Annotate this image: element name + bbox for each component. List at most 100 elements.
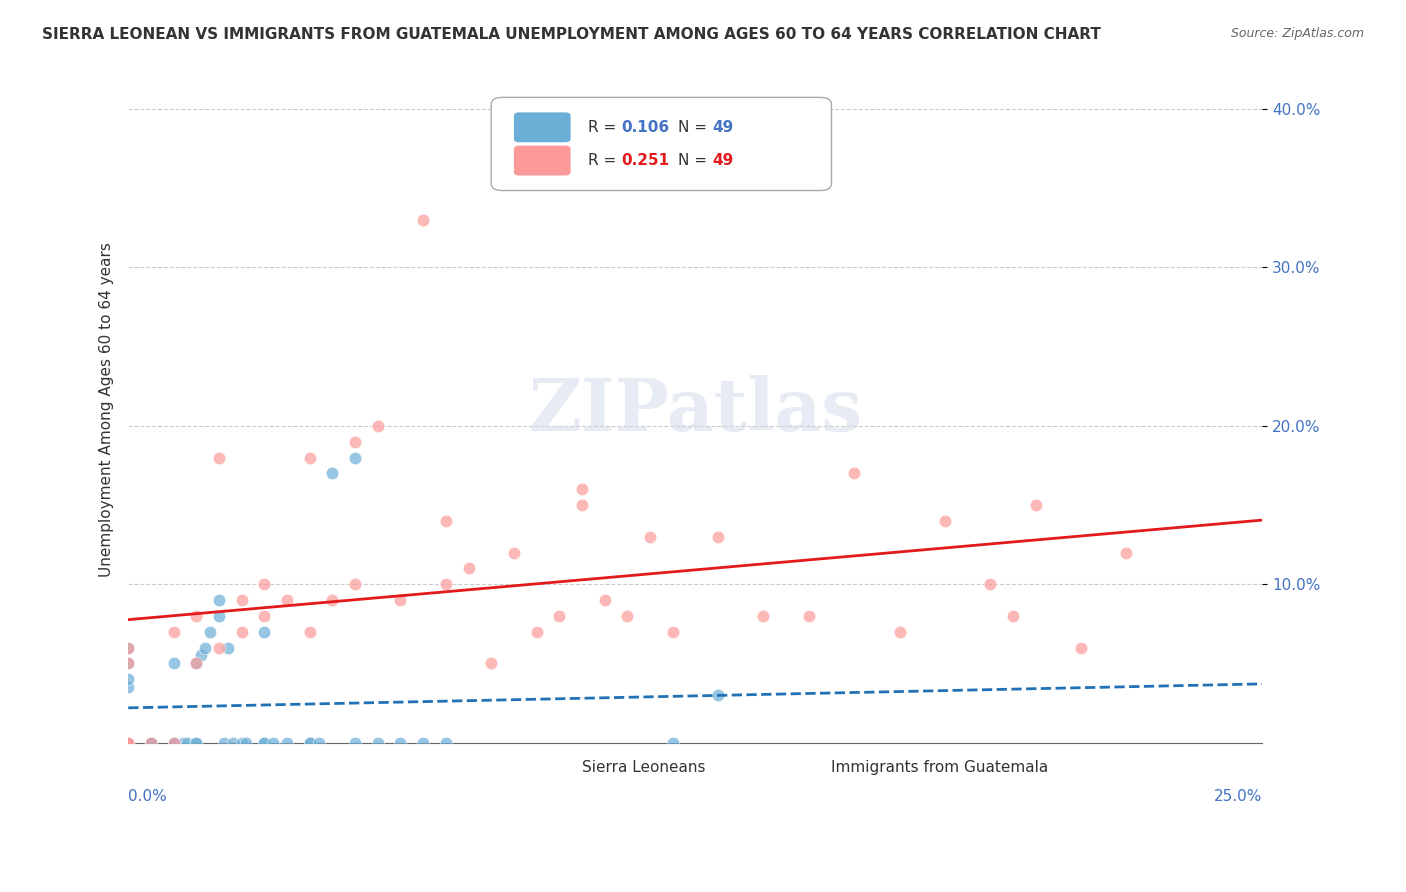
Point	[253, 577, 276, 591]
Point	[367, 418, 389, 433]
Point	[139, 735, 162, 749]
Point	[117, 640, 139, 655]
FancyBboxPatch shape	[513, 145, 571, 176]
Point	[502, 545, 524, 559]
Point	[638, 530, 661, 544]
Point	[172, 735, 194, 749]
Point	[162, 735, 184, 749]
Point	[298, 735, 321, 749]
Point	[434, 577, 457, 591]
Point	[186, 735, 208, 749]
Point	[321, 467, 343, 481]
Point	[934, 514, 956, 528]
Point	[186, 657, 208, 671]
Point	[389, 735, 412, 749]
Point	[707, 530, 730, 544]
FancyBboxPatch shape	[513, 112, 571, 143]
Point	[321, 593, 343, 607]
Point	[548, 608, 571, 623]
Point	[661, 624, 683, 639]
Point	[253, 735, 276, 749]
Point	[198, 624, 221, 639]
Point	[117, 735, 139, 749]
Point	[217, 640, 239, 655]
FancyBboxPatch shape	[769, 753, 825, 782]
Point	[208, 450, 231, 465]
Point	[593, 593, 616, 607]
Point	[117, 735, 139, 749]
Point	[231, 624, 253, 639]
Point	[434, 735, 457, 749]
Point	[117, 735, 139, 749]
Point	[571, 482, 593, 496]
Point	[117, 640, 139, 655]
Point	[262, 735, 284, 749]
Point	[190, 648, 212, 663]
Text: R =: R =	[588, 120, 620, 135]
Point	[208, 608, 231, 623]
Text: 0.106: 0.106	[621, 120, 669, 135]
Point	[616, 608, 638, 623]
Point	[139, 735, 162, 749]
Text: SIERRA LEONEAN VS IMMIGRANTS FROM GUATEMALA UNEMPLOYMENT AMONG AGES 60 TO 64 YEA: SIERRA LEONEAN VS IMMIGRANTS FROM GUATEM…	[42, 27, 1101, 42]
Point	[344, 577, 367, 591]
Text: 0.251: 0.251	[621, 153, 669, 168]
Point	[298, 450, 321, 465]
Text: 0.0%: 0.0%	[128, 789, 167, 804]
Point	[434, 514, 457, 528]
Point	[162, 735, 184, 749]
Point	[1070, 640, 1092, 655]
Point	[1001, 608, 1024, 623]
Point	[117, 672, 139, 686]
Point	[344, 735, 367, 749]
Text: ZIPatlas: ZIPatlas	[529, 375, 862, 445]
Point	[208, 640, 231, 655]
Point	[707, 688, 730, 702]
Point	[117, 657, 139, 671]
Point	[308, 735, 330, 749]
Text: R =: R =	[588, 153, 620, 168]
Point	[276, 593, 298, 607]
Point	[344, 434, 367, 449]
Point	[253, 735, 276, 749]
Point	[117, 657, 139, 671]
Point	[176, 735, 198, 749]
Point	[844, 467, 866, 481]
Point	[117, 735, 139, 749]
Point	[253, 624, 276, 639]
Point	[162, 735, 184, 749]
Point	[117, 735, 139, 749]
Point	[889, 624, 911, 639]
Point	[212, 735, 235, 749]
Point	[457, 561, 479, 575]
Point	[571, 498, 593, 512]
Point	[139, 735, 162, 749]
Point	[231, 735, 253, 749]
Point	[298, 624, 321, 639]
Point	[162, 735, 184, 749]
Point	[231, 593, 253, 607]
Text: 25.0%: 25.0%	[1215, 789, 1263, 804]
Text: N =: N =	[678, 153, 713, 168]
Point	[344, 450, 367, 465]
Point	[752, 608, 775, 623]
Point	[389, 593, 412, 607]
Text: Source: ZipAtlas.com: Source: ZipAtlas.com	[1230, 27, 1364, 40]
Point	[979, 577, 1001, 591]
Point	[235, 735, 257, 749]
Point	[253, 608, 276, 623]
Point	[208, 593, 231, 607]
Point	[186, 657, 208, 671]
Point	[117, 735, 139, 749]
Point	[276, 735, 298, 749]
Point	[162, 624, 184, 639]
Point	[117, 735, 139, 749]
Text: Immigrants from Guatemala: Immigrants from Guatemala	[831, 760, 1049, 774]
Point	[367, 735, 389, 749]
Point	[186, 608, 208, 623]
Point	[1025, 498, 1047, 512]
Point	[117, 680, 139, 694]
Point	[298, 735, 321, 749]
Point	[479, 657, 502, 671]
FancyBboxPatch shape	[520, 753, 576, 782]
